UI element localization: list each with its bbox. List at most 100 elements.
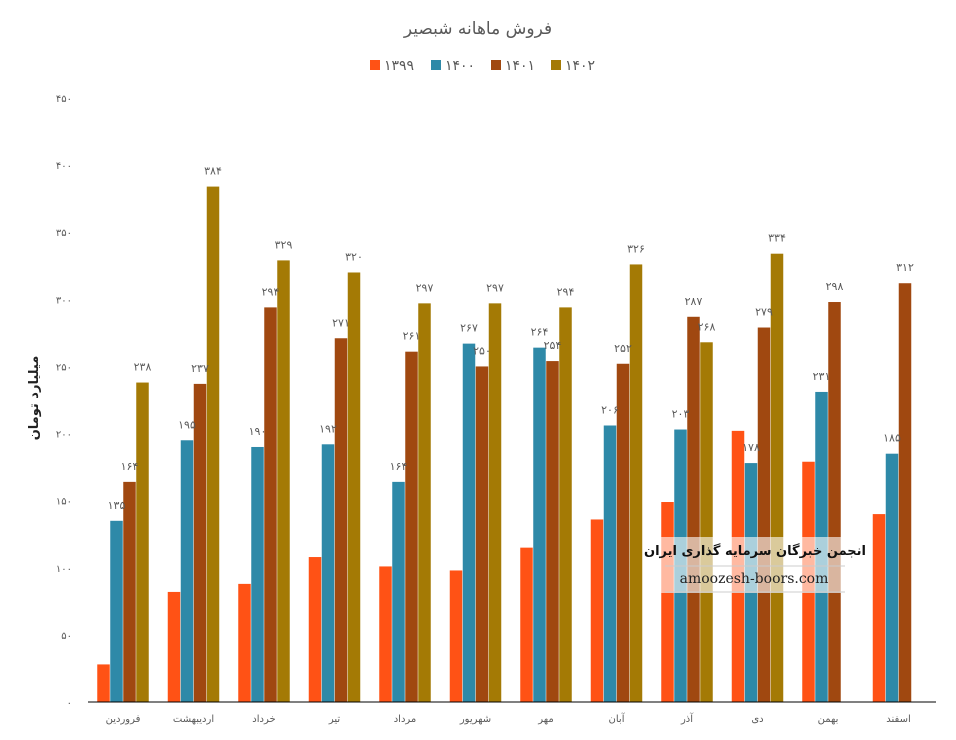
data-label: ۲۵۰ — [473, 344, 491, 357]
chart-title: فروش ماهانه شبصیر — [403, 19, 552, 39]
legend-label: ۱۴۰۰ — [445, 58, 475, 74]
y-axis: ۰ ۵۰ ۱۰۰ ۱۵۰ ۲۰۰ ۲۵۰ ۳۰۰ ۳۵۰ ۴۰۰ ۴۵۰ — [56, 94, 72, 709]
bar — [97, 664, 110, 702]
data-label: ۲۶۴ — [531, 326, 549, 339]
bar — [546, 361, 559, 702]
data-label: ۲۹۷ — [486, 281, 504, 294]
bar — [603, 425, 617, 702]
bar — [123, 481, 136, 702]
bar — [559, 307, 572, 702]
y-tick-label: ۴۰۰ — [56, 161, 72, 172]
bar — [462, 343, 476, 702]
data-label: ۲۹۸ — [826, 280, 844, 293]
bar — [828, 302, 841, 702]
bar — [321, 444, 335, 702]
bar — [449, 570, 463, 702]
bar — [885, 453, 899, 702]
bar — [700, 342, 713, 702]
bar — [629, 264, 643, 702]
y-axis-label: میلیارد تومان — [27, 356, 42, 441]
legend-swatch — [491, 60, 501, 70]
data-label: ۱۶۴ — [121, 460, 139, 473]
data-label: ۲۷۹ — [755, 306, 773, 319]
bar — [898, 283, 912, 702]
bar — [520, 547, 533, 702]
bar — [418, 303, 431, 702]
bar — [770, 253, 784, 702]
bar — [757, 327, 771, 702]
data-label: ۱۶۴ — [390, 460, 408, 473]
x-tick-label: آذر — [680, 712, 694, 725]
bar — [136, 382, 149, 702]
x-tick-label: فروردین — [106, 714, 141, 725]
data-label: ۲۹۷ — [416, 281, 434, 294]
data-label: ۳۳۴ — [768, 232, 786, 245]
bar — [347, 272, 361, 702]
bar — [590, 519, 604, 702]
bar — [110, 520, 123, 702]
y-tick-label: ۳۵۰ — [56, 228, 72, 239]
bar — [334, 338, 348, 702]
data-label: ۱۹۲ — [319, 422, 337, 435]
data-labels: ۱۳۵ ۱۶۴ ۲۳۸ ۱۹۵ ۲۳۷ ۳۸۴ ۱۹۰ ۲۹۴ ۳۲۹ ۱۹۲ ۲۷۱ ۳۲۰ ۱۶۴ ۲… — [108, 165, 914, 512]
y-tick-label: ۴۵۰ — [56, 94, 72, 105]
bar — [251, 446, 264, 702]
x-tick-label: شهریور — [459, 714, 491, 725]
data-label: ۲۵۴ — [544, 339, 562, 352]
bar — [405, 351, 418, 702]
data-label: ۳۲۶ — [627, 242, 645, 255]
x-axis: فروردین اردیبهشت خرداد تیر مرداد شهریور مهر آبا… — [106, 712, 911, 725]
data-label: ۳۲۰ — [345, 250, 363, 263]
data-label: ۲۹۴ — [557, 285, 575, 298]
data-label: ۲۳۱ — [813, 370, 831, 383]
legend-label: ۱۴۰۲ — [565, 58, 595, 74]
data-label: ۲۳۷ — [191, 362, 209, 375]
legend-swatch — [551, 60, 561, 70]
x-tick-label: اردیبهشت — [173, 714, 214, 725]
data-label: ۱۳۵ — [108, 499, 126, 512]
bar — [180, 440, 194, 702]
legend-swatch — [431, 60, 441, 70]
data-label: ۲۵۲ — [614, 342, 632, 355]
bar — [379, 566, 392, 702]
y-tick-label: ۱۰۰ — [56, 564, 72, 575]
x-tick-label: اسفند — [886, 714, 910, 725]
bar — [392, 481, 405, 702]
y-tick-label: ۱۵۰ — [56, 497, 72, 508]
bar — [687, 316, 700, 702]
data-label: ۲۰۶ — [601, 404, 619, 417]
data-label: ۱۹۵ — [178, 418, 196, 431]
data-label: ۳۲۹ — [275, 238, 293, 251]
y-tick-label: ۰ — [67, 698, 72, 709]
data-label: ۲۹۴ — [262, 285, 280, 298]
data-label: ۳۸۴ — [204, 165, 222, 178]
watermark-background — [655, 537, 850, 593]
data-label: ۲۶۸ — [698, 320, 716, 333]
legend-swatch — [370, 60, 380, 70]
x-tick-label: تیر — [328, 714, 341, 725]
legend-label: ۱۳۹۹ — [384, 58, 414, 74]
y-tick-label: ۲۰۰ — [56, 430, 72, 441]
y-tick-label: ۲۵۰ — [56, 362, 72, 373]
bar — [238, 583, 251, 702]
data-label: ۳۱۲ — [896, 261, 914, 274]
data-label: ۱۷۸ — [742, 441, 760, 454]
bar — [167, 591, 181, 702]
bar — [488, 303, 502, 702]
data-label: ۲۶۱ — [403, 330, 421, 343]
bar — [872, 514, 886, 702]
watermark-url: amoozesh-boors.com — [680, 571, 829, 587]
bar — [193, 383, 207, 702]
legend: ۱۳۹۹ ۱۴۰۰ ۱۴۰۱ ۱۴۰۲ — [370, 58, 595, 74]
bar — [475, 366, 489, 702]
data-label: ۲۳۸ — [134, 361, 152, 374]
bar — [264, 307, 277, 702]
data-label: ۱۸۵ — [883, 432, 901, 445]
data-label: ۱۹۰ — [249, 425, 267, 438]
x-tick-label: خرداد — [252, 714, 275, 725]
bar — [277, 260, 290, 702]
bar — [533, 347, 546, 702]
bar — [308, 557, 322, 702]
bar — [661, 502, 674, 702]
